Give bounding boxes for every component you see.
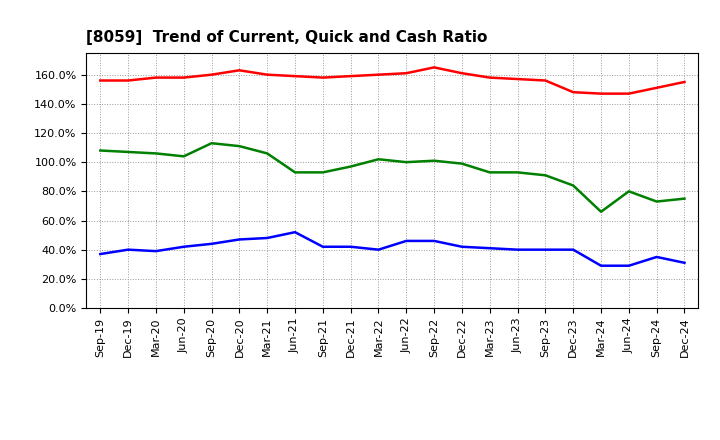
Quick Ratio: [569, 183, 577, 188]
Current Ratio: [346, 73, 355, 79]
Current Ratio: [96, 78, 104, 83]
Cash Ratio: [624, 263, 633, 268]
Cash Ratio: [541, 247, 550, 252]
Current Ratio: [318, 75, 327, 80]
Quick Ratio: [680, 196, 689, 201]
Cash Ratio: [152, 249, 161, 254]
Quick Ratio: [346, 164, 355, 169]
Current Ratio: [374, 72, 383, 77]
Cash Ratio: [96, 251, 104, 257]
Current Ratio: [652, 85, 661, 91]
Cash Ratio: [430, 238, 438, 244]
Cash Ratio: [569, 247, 577, 252]
Quick Ratio: [96, 148, 104, 153]
Current Ratio: [263, 72, 271, 77]
Current Ratio: [402, 70, 410, 76]
Quick Ratio: [597, 209, 606, 214]
Current Ratio: [152, 75, 161, 80]
Cash Ratio: [124, 247, 132, 252]
Cash Ratio: [291, 230, 300, 235]
Cash Ratio: [513, 247, 522, 252]
Cash Ratio: [597, 263, 606, 268]
Cash Ratio: [179, 244, 188, 249]
Current Ratio: [541, 78, 550, 83]
Line: Quick Ratio: Quick Ratio: [100, 143, 685, 212]
Quick Ratio: [458, 161, 467, 166]
Current Ratio: [680, 79, 689, 84]
Quick Ratio: [430, 158, 438, 163]
Cash Ratio: [318, 244, 327, 249]
Current Ratio: [569, 89, 577, 95]
Quick Ratio: [318, 170, 327, 175]
Current Ratio: [624, 91, 633, 96]
Current Ratio: [513, 77, 522, 82]
Current Ratio: [458, 70, 467, 76]
Current Ratio: [430, 65, 438, 70]
Cash Ratio: [458, 244, 467, 249]
Text: [8059]  Trend of Current, Quick and Cash Ratio: [8059] Trend of Current, Quick and Cash …: [86, 29, 487, 45]
Current Ratio: [597, 91, 606, 96]
Quick Ratio: [374, 157, 383, 162]
Quick Ratio: [624, 189, 633, 194]
Current Ratio: [207, 72, 216, 77]
Quick Ratio: [485, 170, 494, 175]
Quick Ratio: [291, 170, 300, 175]
Cash Ratio: [485, 246, 494, 251]
Quick Ratio: [263, 151, 271, 156]
Quick Ratio: [513, 170, 522, 175]
Line: Current Ratio: Current Ratio: [100, 67, 685, 94]
Cash Ratio: [374, 247, 383, 252]
Cash Ratio: [652, 254, 661, 260]
Quick Ratio: [207, 140, 216, 146]
Quick Ratio: [124, 149, 132, 154]
Quick Ratio: [235, 143, 243, 149]
Cash Ratio: [263, 235, 271, 241]
Quick Ratio: [541, 172, 550, 178]
Quick Ratio: [152, 151, 161, 156]
Cash Ratio: [235, 237, 243, 242]
Current Ratio: [179, 75, 188, 80]
Quick Ratio: [402, 160, 410, 165]
Cash Ratio: [402, 238, 410, 244]
Current Ratio: [291, 73, 300, 79]
Cash Ratio: [346, 244, 355, 249]
Current Ratio: [235, 68, 243, 73]
Cash Ratio: [680, 260, 689, 265]
Cash Ratio: [207, 241, 216, 246]
Quick Ratio: [179, 154, 188, 159]
Current Ratio: [485, 75, 494, 80]
Line: Cash Ratio: Cash Ratio: [100, 232, 685, 266]
Quick Ratio: [652, 199, 661, 204]
Current Ratio: [124, 78, 132, 83]
